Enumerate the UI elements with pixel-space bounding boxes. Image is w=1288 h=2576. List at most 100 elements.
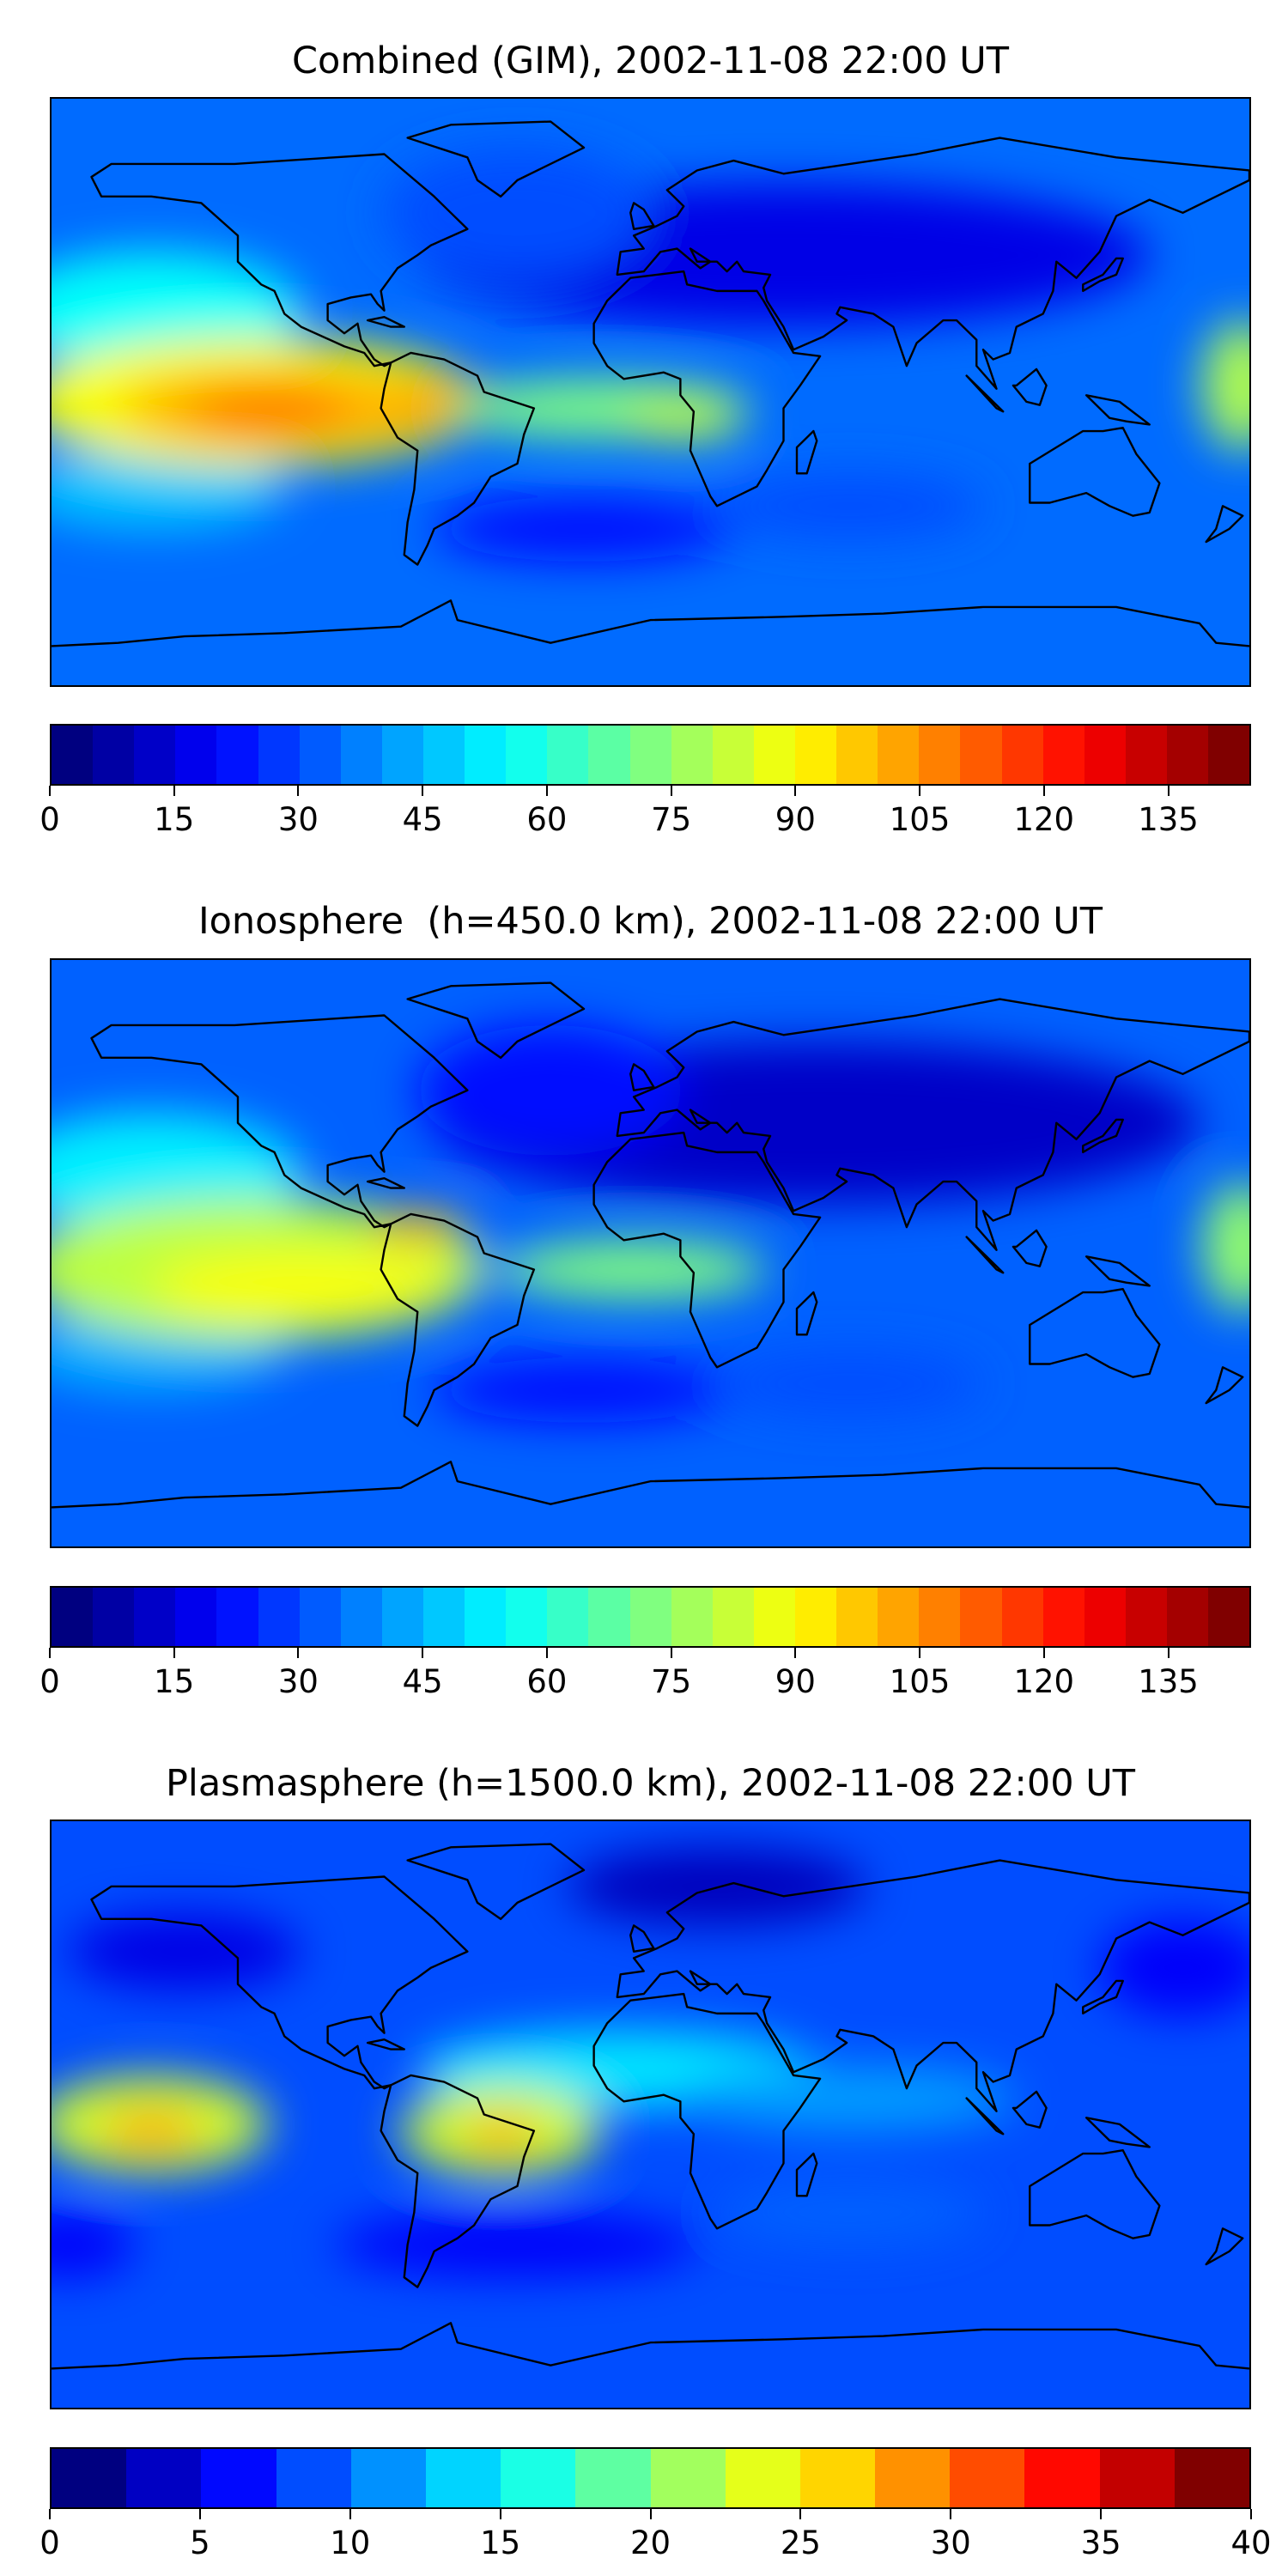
colorbar-tick-label: 120 (1013, 1663, 1075, 1700)
colorbar (50, 724, 1251, 786)
tec-contour-region (1202, 1182, 1249, 1312)
colorbar-level (134, 1588, 176, 1646)
colorbar-tick (670, 1648, 672, 1658)
colorbar-level (547, 726, 589, 784)
coastline-australia (1030, 1289, 1159, 1376)
tec-contour-region (52, 2212, 135, 2278)
colorbar-level (93, 726, 135, 784)
colorbar-level (650, 2449, 726, 2507)
tec-contour-region (52, 450, 285, 529)
colorbar-tick-label: 10 (330, 2524, 371, 2561)
colorbar-level (465, 726, 507, 784)
tec-contour-region (185, 388, 351, 434)
tec-contour-region (501, 1240, 768, 1299)
colorbar-level (1099, 2449, 1175, 2507)
colorbar-tick-label: 90 (775, 801, 816, 838)
tec-contour-region (717, 473, 983, 539)
tec-contour-region (1202, 320, 1249, 451)
colorbar-tick-label: 15 (154, 801, 195, 838)
colorbar-tick-label: 25 (780, 2524, 821, 2561)
colorbar-level (422, 726, 465, 784)
colorbar-level (1125, 726, 1167, 784)
coastline-madagascar (797, 1292, 817, 1334)
colorbar-level (299, 1588, 341, 1646)
coastline-north-america (92, 1877, 468, 2089)
colorbar-tick-label: 135 (1138, 1663, 1199, 1700)
coastline-new-guinea (1086, 2117, 1150, 2147)
colorbar-level (422, 1588, 465, 1646)
chart-title: Plasmasphere (h=1500.0 km), 2002-11-08 2… (165, 1762, 1136, 1805)
coastline-australia (1030, 2150, 1159, 2238)
colorbar-tick (1167, 786, 1170, 796)
colorbar-level (629, 1588, 671, 1646)
coastline-antarctica (52, 600, 1249, 646)
coastline-borneo (1013, 2092, 1047, 2128)
colorbar-tick (794, 1648, 797, 1658)
colorbar-level (1208, 1588, 1250, 1646)
colorbar-tick-label: 30 (277, 801, 319, 838)
colorbar-tick-label: 45 (402, 1663, 443, 1700)
colorbar-tick-label: 15 (154, 1663, 195, 1700)
colorbar-level (712, 726, 754, 784)
colorbar-level (350, 2449, 426, 2507)
colorbar-level (878, 726, 920, 784)
colorbar (50, 2447, 1251, 2509)
colorbar-level (299, 726, 341, 784)
colorbar-tick (49, 2509, 51, 2519)
colorbar-level (425, 2449, 501, 2507)
colorbar-level (506, 1588, 548, 1646)
colorbar-level (1001, 726, 1043, 784)
colorbar-tick-label: 0 (39, 1663, 60, 1700)
colorbar-tick (1250, 2509, 1252, 2519)
colorbar-tick-label: 30 (277, 1663, 319, 1700)
colorbar-level (588, 1588, 630, 1646)
colorbar-tick-label: 60 (526, 1663, 568, 1700)
colorbar-level (175, 726, 217, 784)
colorbar-level (340, 726, 382, 784)
coastline-antarctica (52, 2323, 1249, 2368)
coastline-africa (594, 271, 821, 506)
coastline-greenland (408, 1844, 584, 1919)
colorbar-level (258, 726, 300, 784)
colorbar-level (216, 726, 258, 784)
colorbar-tick-label: 0 (39, 801, 60, 838)
colorbar-level (1084, 1588, 1126, 1646)
colorbar-level (1042, 1588, 1084, 1646)
colorbar-tick-label: 40 (1230, 2524, 1272, 2561)
coastline-eurasia (617, 138, 1249, 389)
coastline-north-america (92, 1016, 468, 1228)
colorbar-level (276, 2449, 351, 2507)
colorbar-level (799, 2449, 876, 2507)
coastline-greenland (408, 122, 584, 197)
tec-contour-region (623, 395, 744, 441)
colorbar-tick-label: 20 (629, 2524, 671, 2561)
coastline-new-guinea (1086, 1256, 1150, 1285)
colorbar-tick-label: 45 (402, 801, 443, 838)
tec-contour-region (68, 1912, 301, 1991)
colorbar-tick (794, 786, 797, 796)
colorbar-ticks: 0 15 30 45 60 75 90 105 120 135 (39, 1648, 1251, 1708)
colorbar-tick-label: 90 (775, 1663, 816, 1700)
colorbar-tick-label: 135 (1138, 801, 1199, 838)
coastline-borneo (1013, 369, 1047, 405)
coastline-antarctica (52, 1461, 1249, 1507)
colorbar-level (201, 2449, 276, 2507)
coastline-africa (594, 1133, 821, 1367)
tec-field (52, 147, 1249, 562)
tec-contour-region (368, 1211, 468, 1244)
colorbar-level (712, 1588, 754, 1646)
tec-field (52, 1024, 1249, 1423)
colorbar-level (629, 726, 671, 784)
coastline-sumatra (967, 376, 1004, 412)
colorbar-tick (297, 1648, 300, 1658)
coastline-japan (1083, 1981, 1123, 2014)
map-canvas (52, 960, 1249, 1546)
colorbar-level (919, 1588, 961, 1646)
colorbar-level (52, 726, 94, 784)
colorbar-tick (1042, 1648, 1045, 1658)
colorbar-level (175, 1588, 217, 1646)
coastline-madagascar (797, 431, 817, 473)
coastline-greenland (408, 983, 584, 1058)
colorbar-level (501, 2449, 576, 2507)
coastline-cuba (368, 317, 404, 326)
